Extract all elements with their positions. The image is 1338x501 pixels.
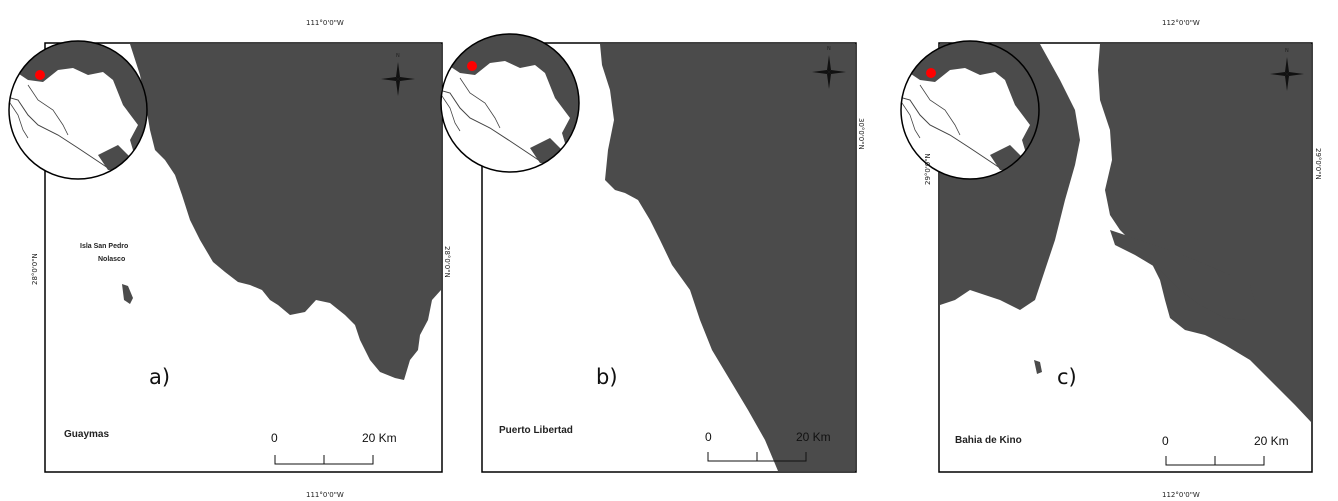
island-label: Isla San Pedro (80, 243, 128, 250)
north-label: N (396, 53, 400, 59)
place-name: Puerto Libertad (499, 425, 573, 436)
map-panel-a (44, 42, 443, 473)
panel-label: a) (149, 365, 170, 389)
lon-label-top: 111°0'0"W (306, 19, 344, 27)
scale-end: 20 Km (362, 431, 397, 445)
north-label: N (827, 46, 831, 52)
scale-start: 0 (1162, 434, 1169, 448)
location-marker (926, 68, 936, 78)
island-label: Nolasco (98, 256, 125, 263)
panel-label: c) (1057, 365, 1077, 389)
lon-label-bottom: 111°0'0"W (306, 491, 344, 499)
inset-map-b (440, 33, 580, 173)
place-name: Guaymas (64, 429, 109, 440)
lon-label-top: 112°0'0"W (1162, 19, 1200, 27)
north-label: N (1285, 48, 1289, 54)
location-marker (35, 70, 45, 80)
scale-bar-b (707, 452, 807, 462)
land-mass (1098, 44, 1311, 422)
map-panel-b (481, 42, 857, 473)
scale-end: 20 Km (1254, 434, 1289, 448)
inset-map-a (8, 40, 148, 180)
place-name: Bahia de Kino (955, 435, 1022, 446)
lat-label-right: 28°0'0"N (443, 246, 451, 278)
land-mass (130, 44, 441, 380)
island (1034, 360, 1042, 374)
scale-end: 20 Km (796, 430, 831, 444)
land-mass (1110, 230, 1255, 320)
lat-label-right: 29°0'0"N (1314, 148, 1322, 180)
lat-label-left: 29°0'0"N (924, 153, 932, 185)
panel-label: b) (596, 365, 618, 389)
island (122, 284, 133, 304)
land-mass (600, 44, 855, 471)
inset-map-c (900, 40, 1040, 180)
north-arrow-b: N (812, 46, 846, 89)
lon-label-bottom: 112°0'0"W (1162, 491, 1200, 499)
north-arrow-c: N (1270, 48, 1304, 91)
lat-label-right: 30°0'0"N (857, 118, 865, 150)
location-marker (467, 61, 477, 71)
scale-bar-a (274, 455, 374, 465)
lat-label-left: 28°0'0"N (31, 253, 39, 285)
scale-start: 0 (271, 431, 278, 445)
scale-start: 0 (705, 430, 712, 444)
scale-bar-c (1165, 456, 1265, 466)
north-arrow-a: N (381, 53, 415, 96)
